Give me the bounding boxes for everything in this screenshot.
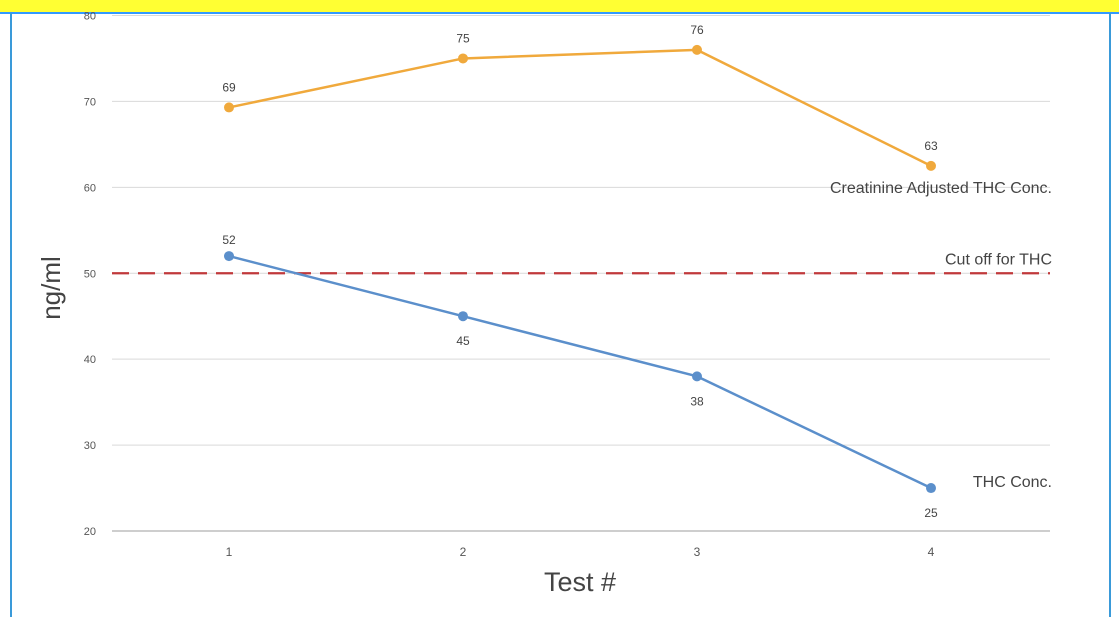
data-label: 45 xyxy=(456,334,470,348)
data-point xyxy=(692,371,702,382)
data-label: 38 xyxy=(690,394,704,408)
x-tick-label: 3 xyxy=(694,545,701,559)
series-thc-conc: 52 45 38 25 THC Conc. xyxy=(222,233,1052,520)
y-axis-ticks: 20 30 40 50 60 70 80 xyxy=(84,11,96,539)
y-tick-label: 40 xyxy=(84,354,96,366)
y-tick-label: 60 xyxy=(84,182,96,194)
y-tick-label: 80 xyxy=(84,11,96,23)
data-point xyxy=(458,53,468,64)
header-band xyxy=(0,0,1119,13)
x-tick-label: 2 xyxy=(460,545,467,559)
series-line xyxy=(228,48,932,167)
data-label: 76 xyxy=(690,23,704,37)
y-tick-label: 70 xyxy=(84,96,96,108)
series-name-label: Creatinine Adjusted THC Conc. xyxy=(830,180,1052,197)
series-creatinine-adjusted: 69 75 76 63 Creatinine Adjusted THC Conc. xyxy=(222,23,1052,197)
x-tick-label: 4 xyxy=(928,545,935,559)
y-tick-label: 50 xyxy=(84,268,96,280)
data-label: 25 xyxy=(924,506,938,520)
data-point xyxy=(926,160,936,171)
data-label: 75 xyxy=(456,31,470,45)
x-axis-ticks: 1 2 3 4 xyxy=(226,545,935,559)
data-point xyxy=(458,311,468,322)
y-tick-label: 20 xyxy=(84,526,96,538)
data-point xyxy=(926,483,936,494)
data-label: 52 xyxy=(222,233,236,247)
series-line xyxy=(228,254,932,490)
x-tick-label: 1 xyxy=(226,545,233,559)
cutoff-label: Cut off for THC xyxy=(945,251,1052,268)
data-label: 69 xyxy=(222,80,236,94)
series: 69 75 76 63 Creatinine Adjusted THC Conc. 52 4… xyxy=(222,23,1052,520)
data-point xyxy=(692,44,702,55)
reference-lines: Cut off for THC xyxy=(112,251,1052,275)
y-tick-label: 30 xyxy=(84,440,96,452)
data-point xyxy=(224,251,234,262)
y-axis-label: ng/ml xyxy=(36,256,66,320)
series-name-label: THC Conc. xyxy=(973,474,1052,491)
data-point xyxy=(224,102,234,113)
data-label: 63 xyxy=(924,139,938,153)
x-axis-label: Test # xyxy=(544,567,616,597)
